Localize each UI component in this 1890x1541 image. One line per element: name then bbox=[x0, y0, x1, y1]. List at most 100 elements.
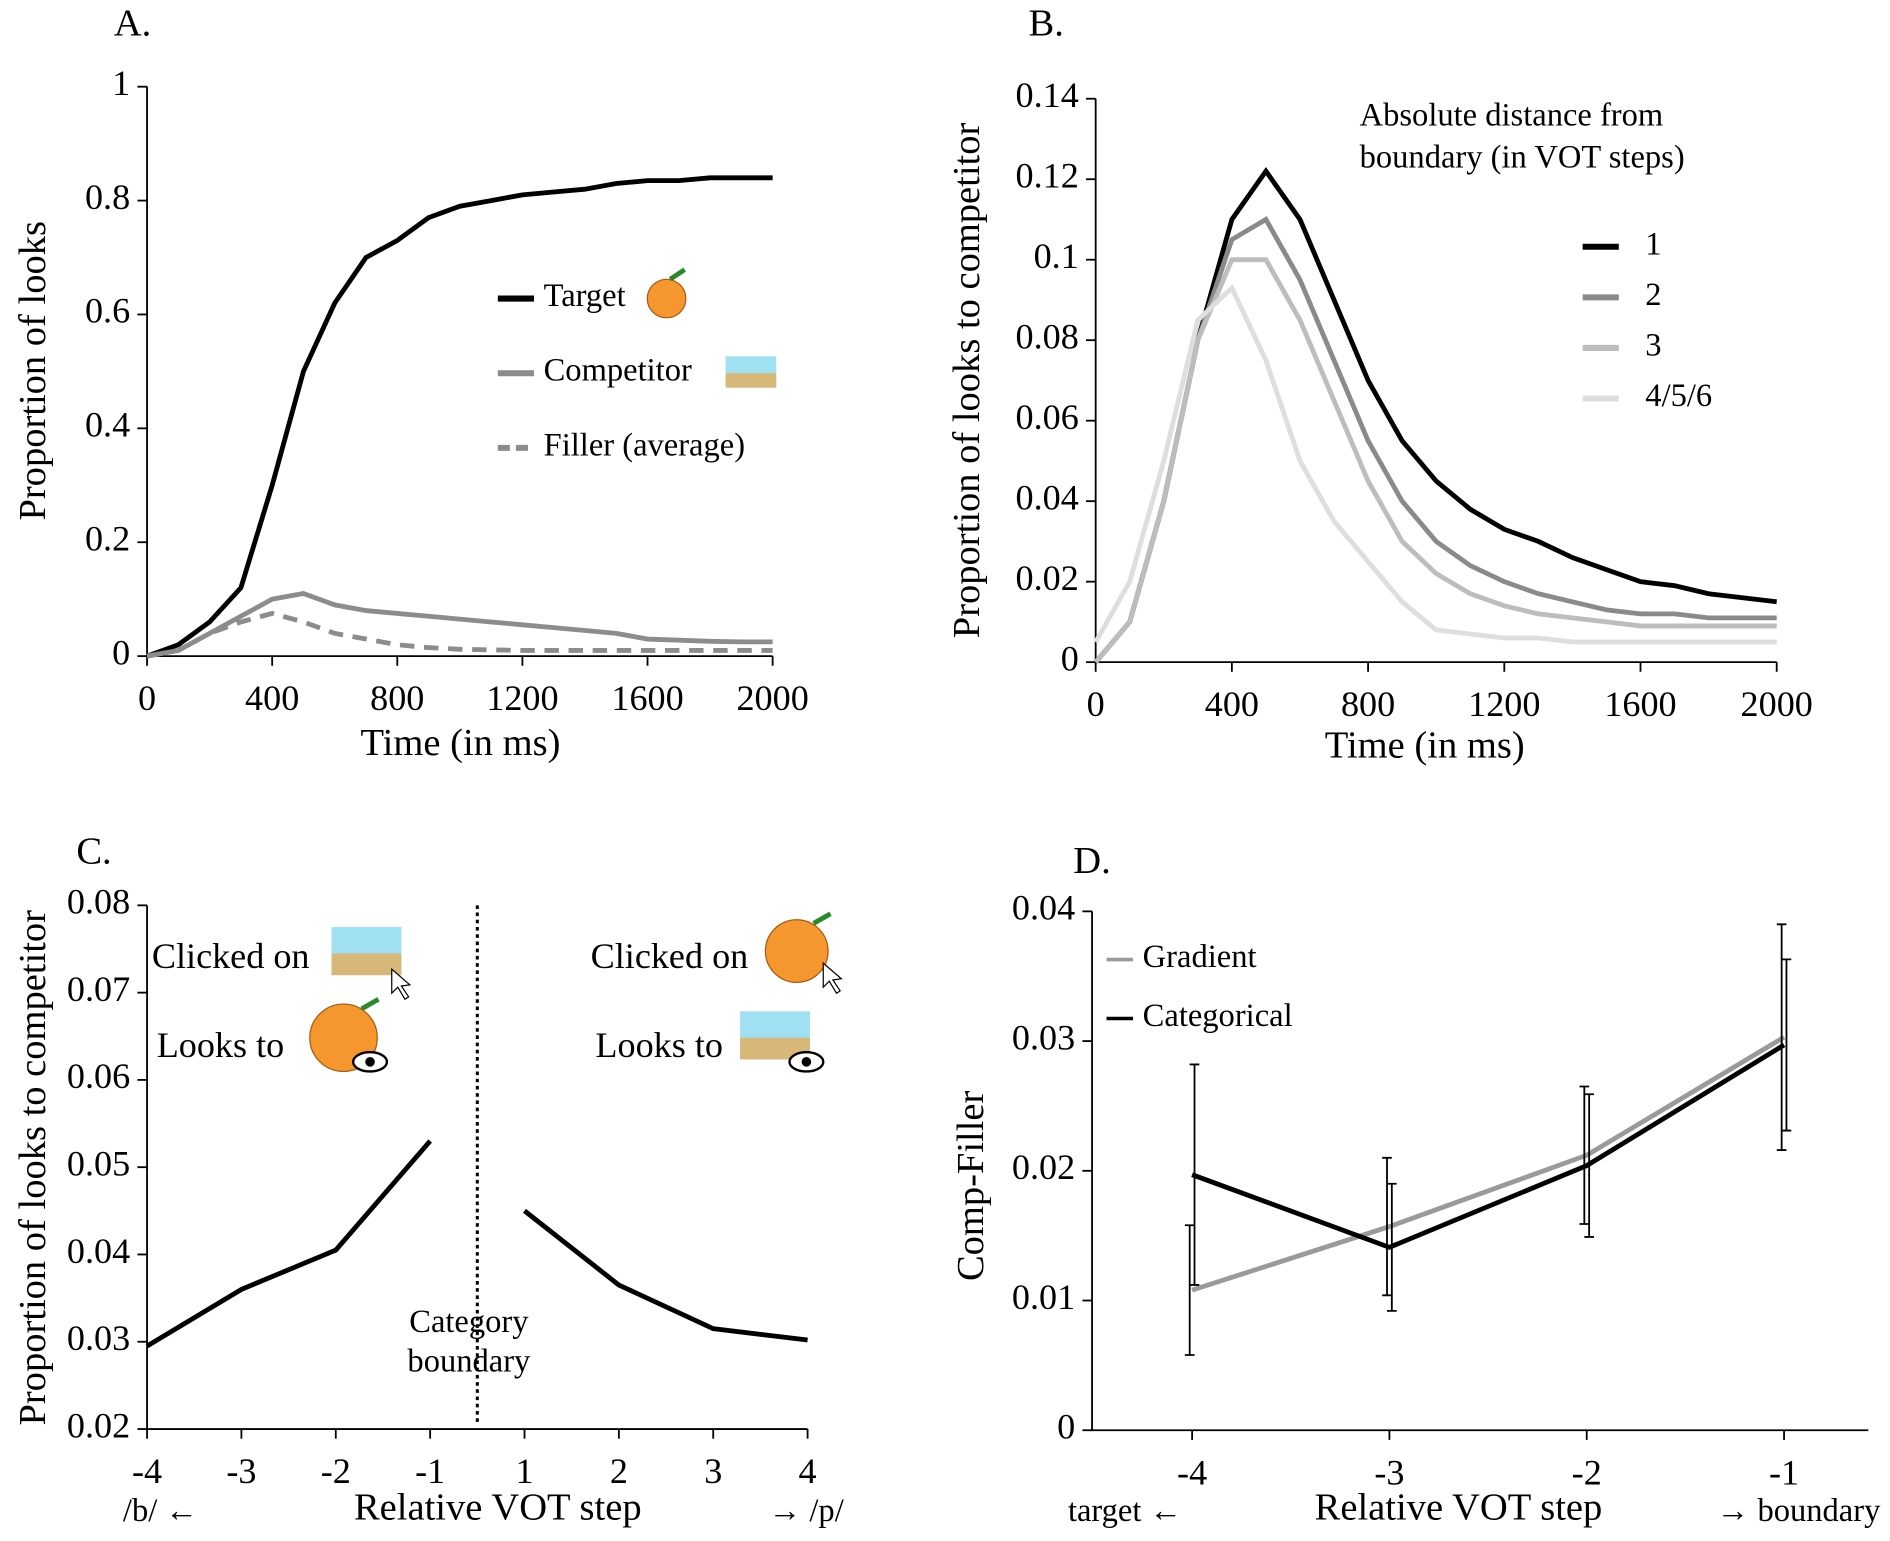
y-tick-label: 0.06 bbox=[1016, 397, 1079, 437]
y-tick-label: 0.02 bbox=[67, 1405, 130, 1445]
x-tick-label: 4 bbox=[799, 1451, 817, 1491]
legend-label: 2 bbox=[1645, 277, 1661, 313]
y-tick-label: 0.04 bbox=[1016, 477, 1079, 517]
y-tick-label: 0.14 bbox=[1016, 75, 1079, 115]
data-line bbox=[523, 1208, 808, 1343]
panel-title: A. bbox=[114, 2, 151, 44]
error-bar bbox=[1579, 1085, 1590, 1225]
x-tick-label: 0 bbox=[138, 678, 156, 718]
x-tick-label: -3 bbox=[1374, 1452, 1404, 1492]
y-tick-label: 0.8 bbox=[85, 177, 130, 217]
y-tick-label: 0.04 bbox=[1012, 888, 1075, 928]
panel-title: C. bbox=[76, 831, 111, 873]
x-tick-label: 400 bbox=[245, 678, 299, 718]
annotation: Looks to bbox=[595, 1025, 723, 1065]
y-tick-label: 0 bbox=[112, 632, 130, 672]
x-tick-label: 1 bbox=[515, 1451, 533, 1491]
annotation: Clicked on bbox=[152, 936, 310, 976]
error-bar bbox=[1776, 923, 1787, 1151]
x-end-label: → boundary bbox=[1717, 1493, 1881, 1529]
legend-title: boundary (in VOT steps) bbox=[1360, 140, 1685, 176]
x-axis-label: Relative VOT step bbox=[354, 1487, 642, 1529]
axes bbox=[1091, 911, 1869, 1432]
y-tick-label: 0.1 bbox=[1034, 236, 1079, 276]
annotation: Looks to bbox=[157, 1025, 285, 1065]
x-axis-label: Time (in ms) bbox=[1325, 725, 1525, 767]
y-tick-label: 0 bbox=[1061, 638, 1079, 678]
error-bar bbox=[1189, 1063, 1200, 1286]
data-line bbox=[1093, 216, 1777, 664]
boundary-label: boundary bbox=[407, 1344, 531, 1380]
x-axis-label: Relative VOT step bbox=[1315, 1487, 1603, 1529]
x-tick-label: 1200 bbox=[1468, 684, 1540, 724]
x-tick-label: 800 bbox=[370, 678, 424, 718]
x-end-label: → /p/ bbox=[769, 1493, 845, 1529]
annotation: Clicked on bbox=[591, 936, 749, 976]
y-axis-label: Comp-Filler bbox=[950, 1090, 992, 1281]
y-tick-label: 0.6 bbox=[85, 291, 130, 331]
y-tick-label: 0.03 bbox=[67, 1318, 130, 1358]
data-line bbox=[1093, 166, 1777, 664]
x-tick-label: -2 bbox=[321, 1451, 351, 1491]
legend-label: Filler (average) bbox=[544, 427, 745, 463]
error-bar bbox=[1584, 1093, 1594, 1238]
legend-label: Target bbox=[544, 278, 626, 314]
data-line bbox=[1191, 1035, 1786, 1293]
y-axis-label: Proportion of looks to competitor bbox=[946, 123, 988, 639]
data-line bbox=[146, 591, 773, 659]
y-tick-label: 0.08 bbox=[67, 882, 130, 922]
legend-label: Competitor bbox=[544, 353, 692, 389]
x-tick-label: 1200 bbox=[486, 678, 558, 718]
y-tick-label: 0.03 bbox=[1012, 1017, 1075, 1057]
data-line bbox=[1191, 1042, 1786, 1250]
legend-label: 1 bbox=[1645, 226, 1661, 262]
x-tick-label: 2000 bbox=[1741, 684, 1813, 724]
x-tick-label: 400 bbox=[1205, 684, 1259, 724]
x-tick-label: 1600 bbox=[611, 678, 683, 718]
legend-label: Gradient bbox=[1143, 939, 1257, 975]
y-tick-label: 0.4 bbox=[85, 405, 130, 445]
boundary-label: Category bbox=[409, 1304, 529, 1340]
y-tick-label: 0.06 bbox=[67, 1056, 130, 1096]
y-tick-label: 0.04 bbox=[67, 1231, 130, 1271]
x-tick-label: -4 bbox=[132, 1451, 162, 1491]
error-bar bbox=[1781, 958, 1792, 1132]
x-tick-label: -1 bbox=[1769, 1452, 1799, 1492]
data-line bbox=[145, 1139, 432, 1349]
x-tick-label: 2 bbox=[610, 1451, 628, 1491]
legend-label: Categorical bbox=[1143, 998, 1293, 1034]
error-bar bbox=[1184, 1224, 1195, 1356]
x-tick-label: -3 bbox=[226, 1451, 256, 1491]
data-line bbox=[146, 610, 773, 659]
data-line bbox=[1093, 283, 1777, 645]
y-axis-label: Proportion of looks to competitor bbox=[12, 910, 54, 1426]
x-tick-label: -2 bbox=[1572, 1452, 1602, 1492]
data-line bbox=[146, 175, 773, 659]
panel-title: D. bbox=[1073, 840, 1110, 882]
y-tick-label: 1 bbox=[112, 63, 130, 103]
y-tick-label: 0.08 bbox=[1016, 317, 1079, 357]
error-bar bbox=[1382, 1156, 1392, 1297]
x-tick-label: 2000 bbox=[736, 678, 808, 718]
y-axis-label: Proportion of looks bbox=[12, 221, 54, 521]
legend-label: 4/5/6 bbox=[1645, 378, 1712, 414]
data-line bbox=[1093, 257, 1777, 664]
y-tick-label: 0.12 bbox=[1016, 156, 1079, 196]
legend-label: 3 bbox=[1645, 327, 1661, 363]
y-tick-label: 0.07 bbox=[67, 969, 130, 1009]
panel-title: B. bbox=[1029, 2, 1064, 44]
y-tick-label: 0.01 bbox=[1012, 1277, 1075, 1317]
y-tick-label: 0.05 bbox=[67, 1143, 130, 1183]
x-tick-label: 0 bbox=[1087, 684, 1105, 724]
x-tick-label: -1 bbox=[415, 1451, 445, 1491]
x-axis-label: Time (in ms) bbox=[360, 722, 560, 764]
x-tick-label: 1600 bbox=[1604, 684, 1676, 724]
x-end-label: target ← bbox=[1068, 1493, 1182, 1529]
x-tick-label: 3 bbox=[704, 1451, 722, 1491]
icons bbox=[309, 267, 843, 1073]
x-tick-label: 800 bbox=[1341, 684, 1395, 724]
y-tick-label: 0.02 bbox=[1016, 558, 1079, 598]
y-tick-label: 0 bbox=[1057, 1407, 1075, 1447]
x-tick-label: -4 bbox=[1177, 1452, 1207, 1492]
